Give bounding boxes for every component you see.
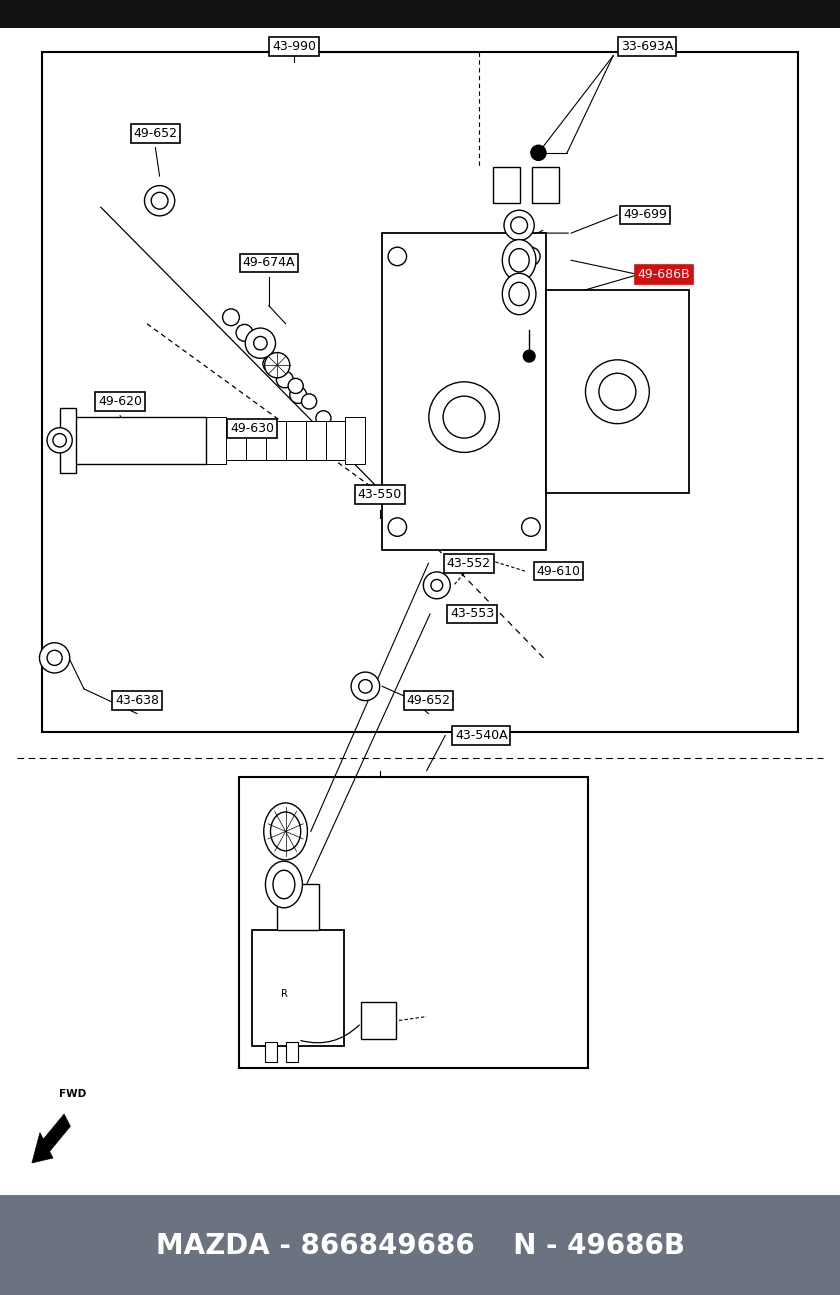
Text: 43-550: 43-550 — [358, 488, 402, 501]
Text: 49-652: 49-652 — [407, 694, 450, 707]
Ellipse shape — [511, 218, 528, 233]
Ellipse shape — [302, 394, 317, 409]
Bar — [306, 421, 326, 460]
Ellipse shape — [39, 642, 70, 673]
Bar — [206, 417, 226, 464]
Bar — [345, 417, 365, 464]
Text: 43-552: 43-552 — [447, 557, 491, 570]
Ellipse shape — [47, 427, 72, 453]
Ellipse shape — [599, 373, 636, 411]
Ellipse shape — [504, 210, 534, 241]
Text: 49-610: 49-610 — [537, 565, 580, 578]
Bar — [265, 421, 286, 460]
Text: 49-630: 49-630 — [230, 422, 274, 435]
Ellipse shape — [288, 378, 303, 394]
Text: 33-693A: 33-693A — [621, 40, 673, 53]
Ellipse shape — [428, 382, 499, 452]
Text: FWD: FWD — [59, 1089, 86, 1099]
Ellipse shape — [504, 243, 534, 275]
Ellipse shape — [144, 185, 175, 216]
Ellipse shape — [511, 251, 528, 267]
Ellipse shape — [509, 249, 529, 272]
FancyArrow shape — [32, 1114, 71, 1163]
Bar — [361, 1002, 396, 1039]
Bar — [493, 167, 520, 203]
Bar — [226, 421, 246, 460]
Ellipse shape — [316, 411, 331, 426]
Ellipse shape — [511, 290, 528, 306]
Ellipse shape — [47, 650, 62, 666]
Text: 43-638: 43-638 — [115, 694, 159, 707]
Bar — [532, 167, 559, 203]
Ellipse shape — [236, 325, 253, 341]
Bar — [546, 290, 689, 493]
Bar — [71, 417, 206, 464]
Ellipse shape — [388, 247, 407, 265]
Ellipse shape — [423, 572, 450, 598]
Bar — [42, 52, 798, 732]
Ellipse shape — [264, 803, 307, 860]
Ellipse shape — [245, 328, 276, 359]
Ellipse shape — [273, 870, 295, 899]
Ellipse shape — [270, 812, 301, 851]
Ellipse shape — [151, 193, 168, 208]
Text: 49-652: 49-652 — [134, 127, 177, 140]
Text: 49-686B: 49-686B — [638, 268, 690, 281]
Text: MAZDA - 866849686    N - 49686B: MAZDA - 866849686 N - 49686B — [155, 1232, 685, 1260]
Bar — [286, 421, 306, 460]
Ellipse shape — [431, 579, 443, 592]
Ellipse shape — [249, 341, 266, 356]
Ellipse shape — [53, 434, 66, 447]
Text: 43-553: 43-553 — [450, 607, 494, 620]
Ellipse shape — [444, 396, 486, 438]
Ellipse shape — [359, 680, 372, 693]
Ellipse shape — [223, 310, 239, 325]
Ellipse shape — [265, 352, 290, 378]
Ellipse shape — [290, 387, 307, 403]
Text: 43-540A: 43-540A — [455, 729, 507, 742]
Ellipse shape — [523, 350, 535, 363]
Bar — [252, 930, 344, 1046]
Ellipse shape — [522, 247, 540, 265]
Bar — [60, 408, 76, 473]
Text: 49-674A: 49-674A — [243, 256, 295, 269]
Ellipse shape — [388, 518, 407, 536]
Bar — [286, 1042, 298, 1062]
Ellipse shape — [351, 672, 380, 701]
Text: 43-990: 43-990 — [272, 40, 316, 53]
Ellipse shape — [504, 282, 534, 313]
Bar — [246, 421, 265, 460]
Text: R: R — [281, 989, 288, 998]
Ellipse shape — [531, 145, 546, 161]
Ellipse shape — [522, 518, 540, 536]
Bar — [239, 777, 588, 1068]
Ellipse shape — [254, 337, 267, 350]
Ellipse shape — [263, 356, 280, 372]
Ellipse shape — [502, 273, 536, 315]
Text: 49-620: 49-620 — [98, 395, 142, 408]
Ellipse shape — [585, 360, 649, 423]
Bar — [277, 884, 319, 930]
Ellipse shape — [276, 372, 293, 387]
Bar — [326, 421, 345, 460]
Ellipse shape — [502, 240, 536, 281]
Bar — [0, 0, 840, 28]
Text: 49-699: 49-699 — [623, 208, 667, 221]
Bar — [265, 1042, 277, 1062]
Ellipse shape — [265, 861, 302, 908]
Ellipse shape — [509, 282, 529, 306]
Bar — [382, 233, 546, 550]
Bar — [0, 1195, 840, 1295]
